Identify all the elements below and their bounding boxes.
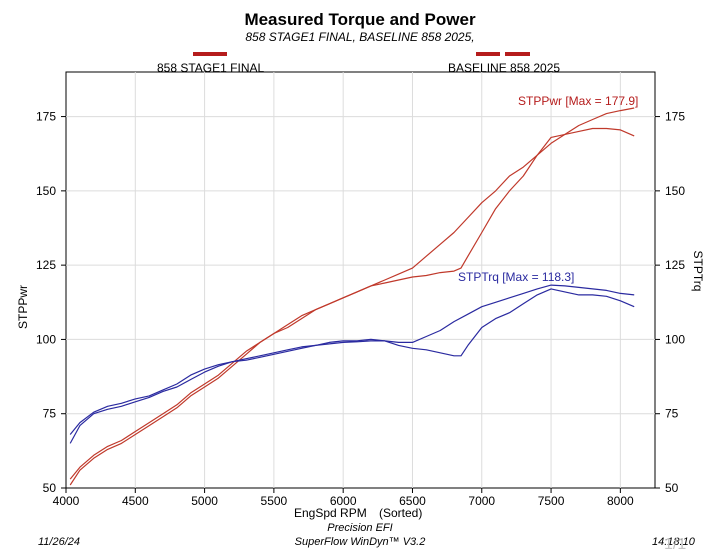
x-axis-label: EngSpd RPM <box>294 506 367 520</box>
page-number: 1/1 <box>664 536 687 553</box>
y-tick-label-left: 50 <box>43 481 57 495</box>
footer-time: 14:18:10 <box>652 536 695 548</box>
y-tick-label-left: 175 <box>36 110 56 124</box>
y-tick-label-right: 175 <box>665 110 685 124</box>
y-tick-label-right: 100 <box>665 332 685 346</box>
x-tick-label: 5000 <box>191 494 218 508</box>
x-tick-label: 6000 <box>330 494 357 508</box>
y-tick-label-right: 50 <box>665 481 679 495</box>
footer-company: Precision EFI <box>327 522 393 534</box>
power-max-annotation: STPPwr [Max = 177.9] <box>518 94 638 108</box>
series-line-1 <box>69 127 635 486</box>
y-tick-label-right: 75 <box>665 407 679 421</box>
y-tick-label-left: 125 <box>36 258 56 272</box>
x-tick-label: 7500 <box>538 494 565 508</box>
y-axis-label-right: STPTrq <box>691 251 705 292</box>
y-tick-label-left: 150 <box>36 184 56 198</box>
footer-software: SuperFlow WinDyn™ V3.2 <box>294 536 426 548</box>
y-axis-label-left: STPPwr <box>16 285 30 329</box>
legend-swatch-baseline-a <box>476 52 500 56</box>
x-tick-label: 8000 <box>607 494 634 508</box>
axis-ticks: 50 50 75 75 100 100 125 125 150 150 175 175 4000 4500… <box>36 110 685 508</box>
x-tick-label: 7000 <box>468 494 495 508</box>
y-tick-label-left: 75 <box>43 407 57 421</box>
x-tick-label: 4500 <box>122 494 149 508</box>
y-tick-label-right: 125 <box>665 258 685 272</box>
chart-subtitle: 858 STAGE1 FINAL, BASELINE 858 2025, <box>245 30 475 44</box>
legend-swatch-baseline-b <box>505 52 530 56</box>
x-tick-label: 4000 <box>53 494 80 508</box>
chart-title: Measured Torque and Power <box>244 10 476 29</box>
y-tick-label-right: 150 <box>665 184 685 198</box>
series-line-2 <box>69 284 635 435</box>
footer-date: 11/26/24 <box>38 536 81 548</box>
series-line-3 <box>69 288 635 444</box>
torque-max-annotation: STPTrq [Max = 118.3] <box>458 270 574 284</box>
y-tick-label-left: 100 <box>36 332 56 346</box>
series-lines <box>69 107 635 486</box>
legend-swatch-stage1 <box>193 52 227 56</box>
plot-frame <box>65 71 656 489</box>
x-tick-label: 6500 <box>399 494 426 508</box>
grid-lines <box>66 72 655 488</box>
x-axis-label-note: (Sorted) <box>379 506 422 520</box>
x-tick-label: 5500 <box>261 494 288 508</box>
